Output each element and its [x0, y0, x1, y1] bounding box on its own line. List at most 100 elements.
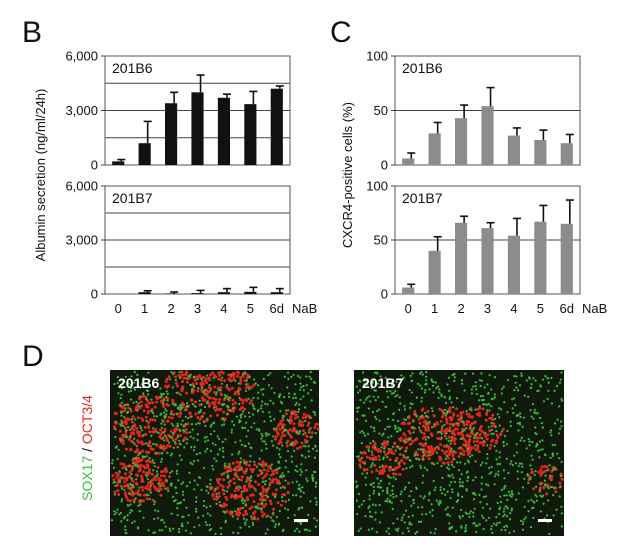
panel-letter-b: B [22, 16, 42, 49]
sox17-cell [434, 486, 437, 489]
sox17-cell [490, 471, 493, 474]
oct34-cell [435, 421, 439, 424]
oct34-cell [440, 409, 444, 413]
oct34-cell [540, 465, 544, 469]
sox17-cell [278, 475, 282, 478]
oct34-cell [475, 439, 479, 443]
chart-c-201b6-label: 201B6 [402, 60, 443, 76]
oct34-cell [478, 428, 482, 432]
sox17-cell [135, 456, 138, 460]
oct34-cell [148, 401, 152, 405]
sox17-cell [480, 372, 483, 375]
oct34-cell [429, 445, 433, 449]
oct34-cell [130, 489, 133, 492]
sox17-cell [158, 529, 161, 532]
sox17-cell [527, 499, 530, 503]
oct34-cell [455, 427, 459, 431]
sox17-cell [424, 442, 427, 445]
sox17-cell [252, 378, 256, 381]
sox17-cell [505, 457, 508, 460]
oct34-cell [431, 452, 435, 456]
oct34-cell [123, 426, 127, 430]
sox17-cell [196, 378, 199, 381]
sox17-cell [506, 525, 509, 528]
sox17-cell [558, 405, 561, 408]
sox17-cell [450, 448, 453, 451]
sox17-cell [237, 382, 240, 385]
oct34-cell [313, 426, 317, 429]
oct34-cell [186, 422, 190, 426]
oct34-cell [405, 446, 409, 450]
sox17-cell [139, 425, 142, 428]
sox17-cell [391, 492, 395, 496]
sox17-cell [172, 439, 175, 442]
sox17-cell [508, 490, 511, 494]
oct34-cell [295, 440, 299, 444]
sox17-cell [376, 382, 379, 385]
sox17-cell [374, 415, 377, 418]
sox17-cell [244, 521, 247, 524]
chart-b-xtick-4: 4 [220, 301, 227, 316]
chart-b-xtick-0: 0 [115, 301, 122, 316]
sox17-cell [419, 464, 422, 467]
sox17-cell [265, 515, 268, 518]
sox17-cell [174, 404, 177, 407]
sox17-cell [482, 495, 485, 498]
oct34-cell [145, 497, 149, 501]
chart-c-201b7-bar-2 [454, 222, 468, 294]
sox17-cell [384, 376, 387, 379]
sox17-cell [408, 437, 411, 440]
sox17-cell [118, 481, 121, 484]
sox17-cell [305, 375, 308, 378]
sox17-cell [169, 412, 172, 415]
oct34-cell [375, 448, 379, 452]
sox17-cell [263, 420, 266, 423]
sox17-cell [534, 412, 538, 415]
oct34-cell [224, 466, 228, 470]
sox17-cell [396, 517, 399, 520]
sox17-cell [147, 371, 150, 374]
oct34-cell [543, 465, 547, 468]
sox17-cell [517, 492, 520, 495]
sox17-cell [461, 514, 464, 518]
sox17-cell [268, 477, 271, 480]
oct34-cell [153, 476, 156, 480]
sox17-cell [161, 452, 164, 455]
oct34-cell [165, 377, 169, 381]
sox17-cell [185, 442, 188, 445]
sox17-cell [391, 489, 394, 492]
sox17-cell [420, 371, 423, 374]
sox17-cell [375, 531, 378, 534]
oct34-cell [165, 403, 169, 406]
sox17-cell [238, 468, 241, 471]
sox17-cell [419, 384, 422, 387]
sox17-cell [453, 372, 456, 376]
sox17-cell [464, 529, 468, 532]
oct34-cell [134, 473, 138, 477]
sox17-cell [549, 474, 552, 477]
oct34-cell [151, 498, 155, 502]
sox17-cell [186, 521, 189, 524]
oct34-cell [236, 371, 240, 375]
sox17-cell [506, 429, 509, 433]
sox17-cell [409, 374, 412, 377]
sox17-cell [224, 462, 227, 465]
oct34-cell [293, 416, 297, 420]
sox17-cell [402, 513, 405, 516]
sox17-cell [479, 464, 482, 467]
oct34-cell [236, 469, 240, 473]
sox17-cell [190, 415, 193, 418]
sox17-cell [431, 426, 434, 429]
sox17-cell [129, 398, 133, 401]
sox17-cell [378, 408, 381, 411]
sox17-cell [270, 387, 273, 390]
sox17-cell [203, 405, 207, 409]
sox17-cell [560, 399, 564, 402]
oct34-cell [373, 464, 377, 467]
oct34-cell [305, 435, 309, 438]
sox17-cell [536, 412, 540, 415]
chart-c-201b7-bar-6 [560, 223, 573, 294]
sox17-cell [464, 372, 467, 375]
sox17-cell [123, 516, 127, 519]
sox17-cell [281, 499, 284, 502]
